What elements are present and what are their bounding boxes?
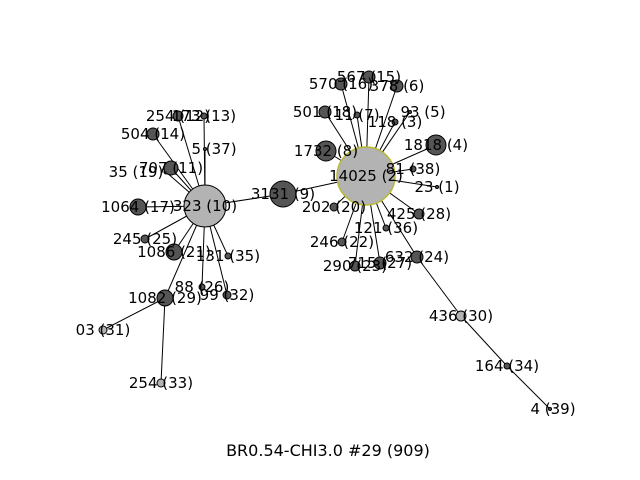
- node-label-n35: 131 (35): [196, 247, 260, 265]
- edge-n24-n30: [416, 256, 462, 317]
- node-label-n24: 632 (24): [385, 248, 449, 266]
- node-label-n1: 23 (1): [414, 178, 459, 196]
- node-label-n9: 3131 (9): [251, 185, 315, 203]
- label-layer: 3131 (9) 323 (10) 14025 (2) 254 (12)173 (13…: [76, 68, 576, 418]
- node-n30: [455, 310, 467, 322]
- edge-n29-n33: [160, 297, 166, 384]
- node-n20: [329, 202, 339, 212]
- node-n13: [200, 112, 208, 120]
- node-n4: [425, 134, 447, 156]
- node-n23: [349, 260, 361, 272]
- node-label-n13: 173 (13): [172, 107, 236, 125]
- node-label-n30: 436 (30): [429, 307, 493, 325]
- node-n36: [382, 224, 390, 232]
- node-n5: [408, 110, 412, 114]
- node-n18: [318, 105, 332, 119]
- node-n10: [183, 184, 227, 228]
- node-label-n39: 4 (39): [530, 400, 575, 418]
- node-label-n14: 504 (14): [121, 125, 185, 143]
- node-n2: [336, 146, 396, 206]
- node-label-n5: 93 (5): [400, 103, 445, 121]
- node-label-n28: 425 (28): [387, 205, 451, 223]
- node-label-n37: 5 (37): [191, 140, 236, 158]
- node-label-n29: 1082 (29): [128, 289, 202, 307]
- edge-n34-n39: [506, 365, 551, 410]
- node-label-n31: 03 (31): [76, 321, 131, 339]
- node-n26: [198, 283, 206, 291]
- node-n25: [140, 234, 150, 244]
- node-label-n11: 707 (11): [139, 159, 203, 177]
- node-n1: [435, 185, 439, 189]
- node-label-n38: 81 (38): [386, 160, 441, 178]
- node-label-n18: 501 (18): [293, 103, 357, 121]
- node-label-n22: 246 (22): [310, 233, 374, 251]
- node-n21: [165, 243, 183, 261]
- node-label-n19: 35 (19): [109, 163, 164, 181]
- node-n33: [156, 378, 166, 388]
- node-label-n3: 118 (3): [368, 113, 423, 131]
- node-n29: [156, 289, 174, 307]
- node-n35: [224, 252, 232, 260]
- graph-caption: BR0.54-CHI3.0 #29 (909): [226, 441, 430, 460]
- node-label-n20: 202 (20): [302, 198, 366, 216]
- node-n27: [373, 256, 387, 270]
- node-n14: [146, 127, 160, 141]
- node-label-n25: 245 (25): [113, 230, 177, 248]
- node-label-n17: 1064 (17): [101, 198, 175, 216]
- node-label-n34: 164 (34): [475, 357, 539, 375]
- node-n16: [334, 77, 348, 91]
- node-n8: [315, 140, 337, 162]
- node-label-n21: 1086 (21): [137, 243, 211, 261]
- node-label-n32: 99 (32): [200, 286, 255, 304]
- node-n6: [390, 79, 404, 93]
- node-n15: [362, 70, 376, 84]
- node-n3: [391, 118, 399, 126]
- node-n37: [203, 147, 207, 151]
- edge-n30-n34: [460, 315, 508, 367]
- node-n28: [413, 208, 425, 220]
- node-label-n16: 570 (16): [309, 75, 373, 93]
- node-n32: [222, 290, 232, 300]
- node-n9: [269, 180, 297, 208]
- node-label-n10: 323 (10): [173, 197, 237, 215]
- node-label-n27: 715 (27): [348, 254, 412, 272]
- node-label-n2: 14025 (2): [329, 167, 403, 185]
- node-n22: [337, 237, 347, 247]
- node-label-n8: 1732 (8): [294, 142, 358, 160]
- node-n7: [353, 111, 361, 119]
- node-label-n15: 567 (15): [337, 68, 401, 86]
- node-label-n26: 88 (26): [175, 278, 230, 296]
- node-n12: [172, 110, 184, 122]
- node-n34: [503, 362, 511, 370]
- node-n24: [410, 250, 424, 264]
- node-label-n36: 121 (36): [354, 219, 418, 237]
- node-label-n12: 254 (12): [146, 107, 210, 125]
- node-n11: [163, 160, 179, 176]
- node-n39: [548, 407, 552, 411]
- node-n17: [129, 198, 147, 216]
- node-layer: [98, 70, 552, 411]
- node-label-n4: 1818 (4): [404, 136, 468, 154]
- node-n38: [409, 165, 417, 173]
- node-label-n6: 378 (6): [370, 77, 425, 95]
- node-n31: [98, 325, 108, 335]
- node-label-n7: 11 (7): [334, 106, 379, 124]
- node-label-n23: 290 (23): [323, 257, 387, 275]
- edge-n29-n31: [102, 297, 166, 331]
- node-label-n33: 254 (33): [129, 374, 193, 392]
